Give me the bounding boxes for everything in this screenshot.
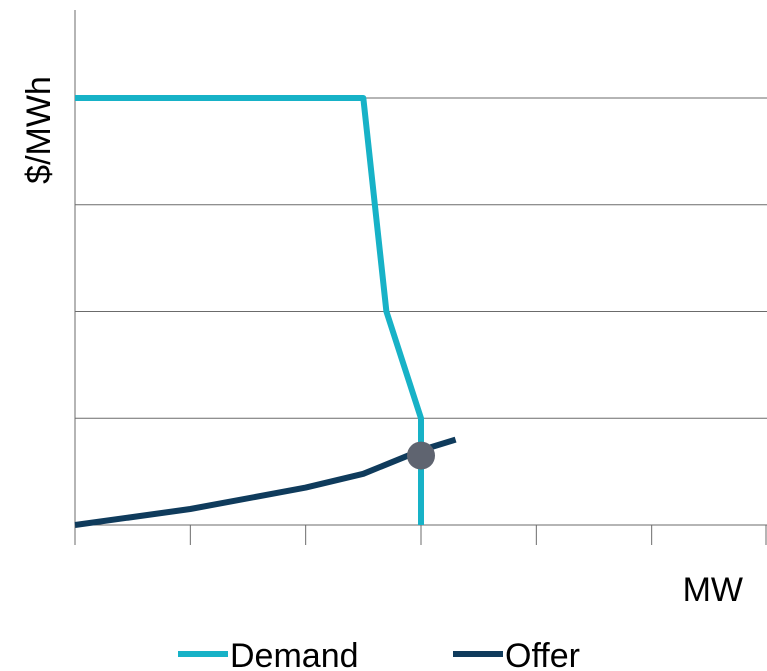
- legend-label-demand: Demand: [230, 637, 359, 671]
- gridlines: [75, 97, 767, 419]
- intersection-marker: [407, 441, 435, 470]
- series-line-offer: [74, 436, 457, 528]
- x-axis-title: MW: [683, 571, 743, 609]
- y-axis-title: $/MWh: [20, 76, 58, 184]
- legend: Demand Offer: [178, 637, 580, 671]
- intersection-marker-group: [407, 441, 435, 470]
- legend-label-offer: Offer: [505, 637, 580, 671]
